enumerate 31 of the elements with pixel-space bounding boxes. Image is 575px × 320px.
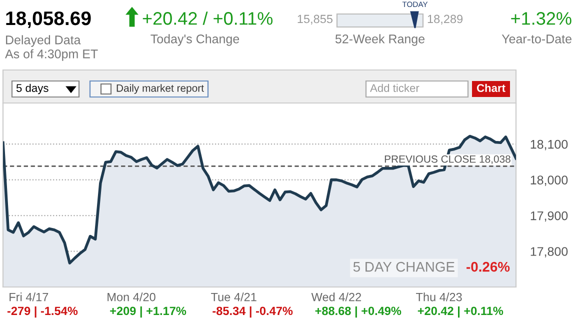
- text: +20.42 | +0.11%: [418, 306, 504, 318]
- text: 15,855: [298, 14, 333, 25]
- annotation: 5 DAY CHANGE: [353, 262, 454, 272]
- y-tick-label: 18,000: [530, 176, 568, 186]
- x-tick-label: Mon 4/20: [108, 292, 156, 302]
- text: Daily market report: [116, 84, 204, 94]
- x-tick-label: Thu 4/23: [416, 292, 462, 302]
- y-tick-label: 18,100: [530, 140, 568, 150]
- x-tick-label: Wed 4/22: [311, 292, 362, 302]
- text: Today's Change: [150, 34, 240, 46]
- text: +88.68 | +0.49%: [315, 306, 402, 318]
- text: -85.34 | -0.47%: [212, 306, 293, 318]
- text: 52-Week Range: [335, 34, 424, 46]
- annotation: -0.26%: [466, 262, 510, 272]
- text: As of 4:30pm ET: [5, 49, 98, 61]
- text: +209 | +1.17%: [110, 306, 186, 318]
- text: -279 | -1.54%: [7, 306, 78, 318]
- text: 5 days: [16, 84, 48, 94]
- text: Delayed Data: [6, 35, 81, 47]
- text: +20.42 / +0.11%: [142, 12, 273, 25]
- text: Chart: [476, 84, 506, 92]
- text: 18,289: [428, 14, 463, 25]
- text: 18,058.69: [6, 11, 91, 28]
- y-tick-label: 17,800: [530, 247, 568, 258]
- x-tick-label: Tue 4/21: [211, 292, 256, 302]
- ref-line-label: PREVIOUS CLOSE 18,038: [384, 155, 510, 164]
- text: Year-to-Date: [502, 34, 572, 44]
- text: Add ticker: [370, 84, 420, 92]
- x-tick-label: Fri 4/17: [10, 292, 48, 302]
- text: +1.32%: [511, 12, 572, 25]
- y-tick-label: 17,900: [530, 211, 568, 222]
